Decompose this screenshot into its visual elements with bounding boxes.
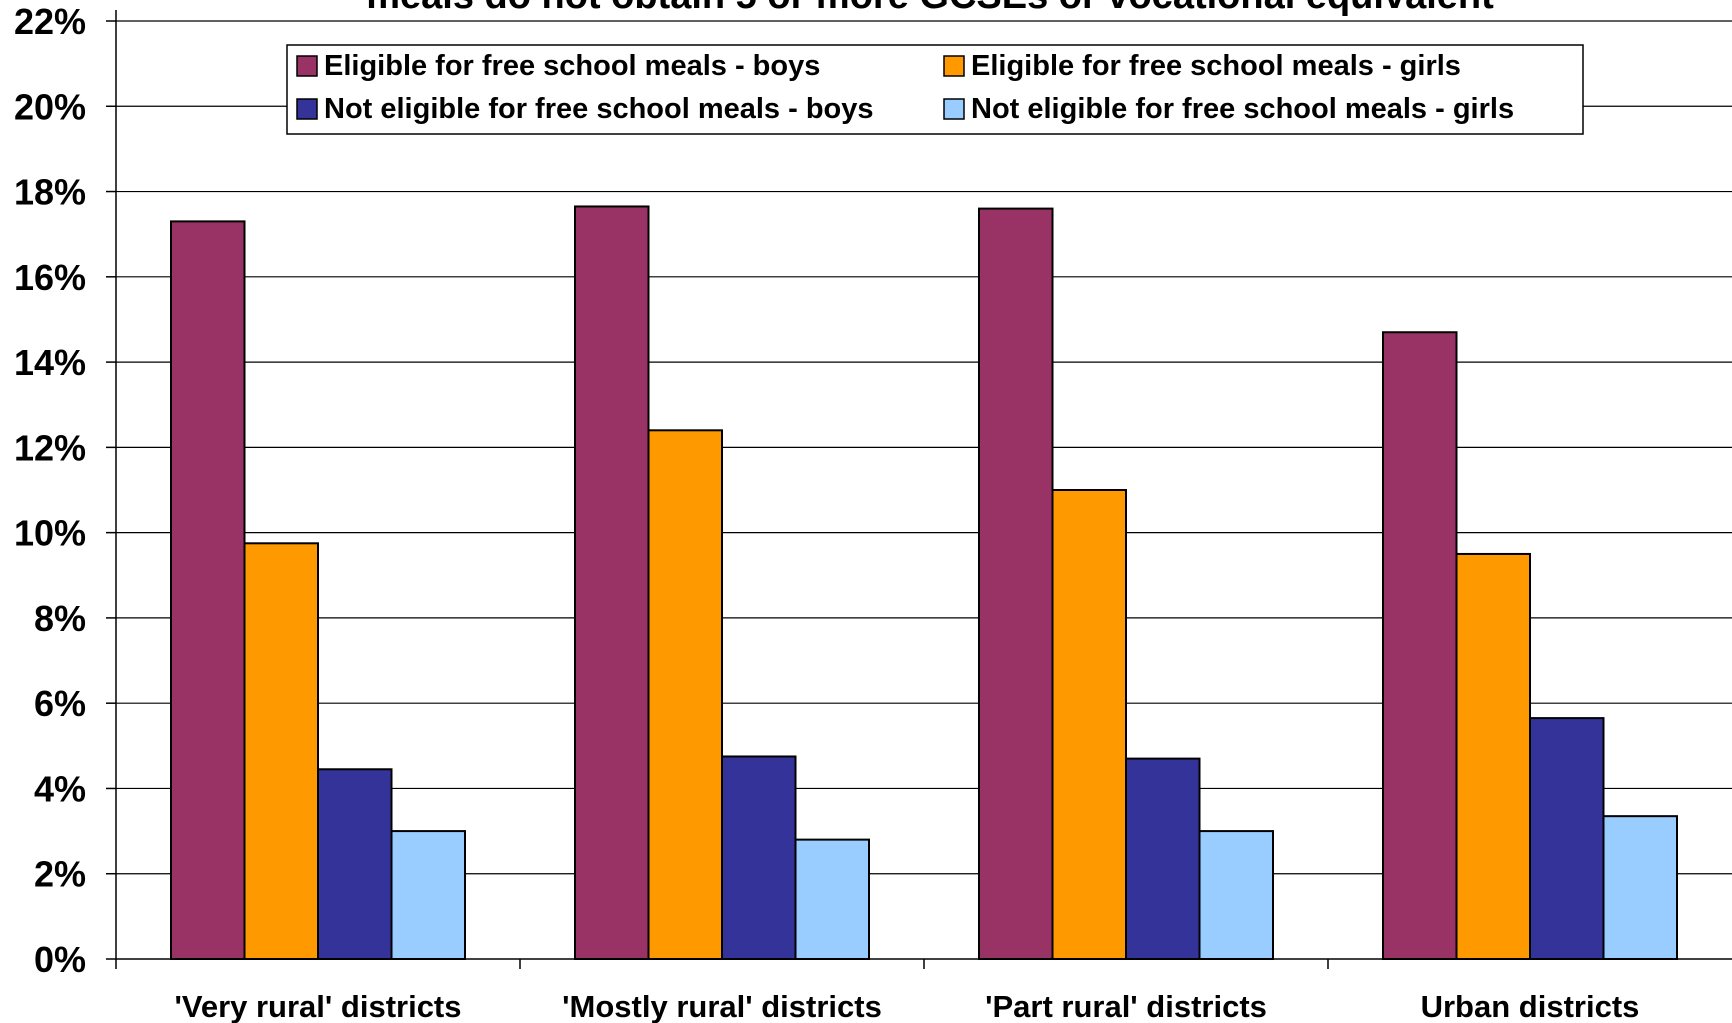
y-tick-label: 0%	[34, 939, 86, 980]
x-category-label: 'Part rural' districts	[985, 989, 1267, 1023]
bar	[1198, 830, 1274, 960]
bar	[317, 768, 393, 960]
legend-label: Not eligible for free school meals - gir…	[971, 93, 1514, 125]
bar	[243, 542, 319, 961]
y-tick-label: 8%	[34, 598, 86, 639]
legend-swatch	[296, 98, 318, 120]
y-tick-label: 4%	[34, 768, 86, 809]
legend-swatch	[943, 98, 965, 120]
x-category-label: 'Mostly rural' districts	[562, 989, 882, 1023]
y-tick-label: 6%	[34, 683, 86, 724]
bar	[390, 830, 466, 960]
bar	[1125, 757, 1201, 960]
y-axis-ticks: 0% 2% 4% 6% 8% 10% 12% 14% 16% 18% 20% 22%	[14, 1, 86, 980]
legend: Eligible for free school meals - boys Eli…	[286, 44, 1584, 135]
bar	[574, 205, 650, 960]
legend-swatch	[943, 55, 965, 77]
bar	[1602, 815, 1678, 960]
y-tick-label: 12%	[14, 427, 86, 468]
y-tick-label: 10%	[14, 513, 86, 554]
bar	[978, 207, 1054, 961]
legend-swatch	[296, 55, 318, 77]
bar	[1529, 717, 1605, 961]
y-tick-label: 18%	[14, 172, 86, 213]
x-category-label: Urban districts	[1421, 989, 1640, 1023]
bars	[170, 205, 1678, 961]
chart-title: meals do not obtain 5 or more GCSEs or v…	[366, 0, 1494, 17]
bar	[647, 429, 723, 960]
legend-label: Eligible for free school meals - girls	[971, 50, 1461, 82]
bar	[1051, 489, 1127, 960]
x-axis-categories: 'Very rural' districts 'Mostly rural' dis…	[115, 959, 1640, 1023]
bar	[1382, 331, 1458, 960]
y-tick-label: 22%	[14, 1, 86, 42]
legend-label: Eligible for free school meals - boys	[324, 50, 820, 82]
bar	[1455, 552, 1531, 960]
y-tick-label: 2%	[34, 854, 86, 895]
bar	[721, 755, 797, 961]
y-tick-label: 16%	[14, 257, 86, 298]
x-category-label: 'Very rural' districts	[175, 989, 462, 1023]
y-tick-label: 14%	[14, 342, 86, 383]
legend-box	[286, 44, 1584, 135]
y-tick-label: 20%	[14, 86, 86, 127]
bar	[794, 838, 870, 960]
bar	[170, 220, 246, 960]
legend-label: Not eligible for free school meals - boy…	[324, 93, 874, 125]
